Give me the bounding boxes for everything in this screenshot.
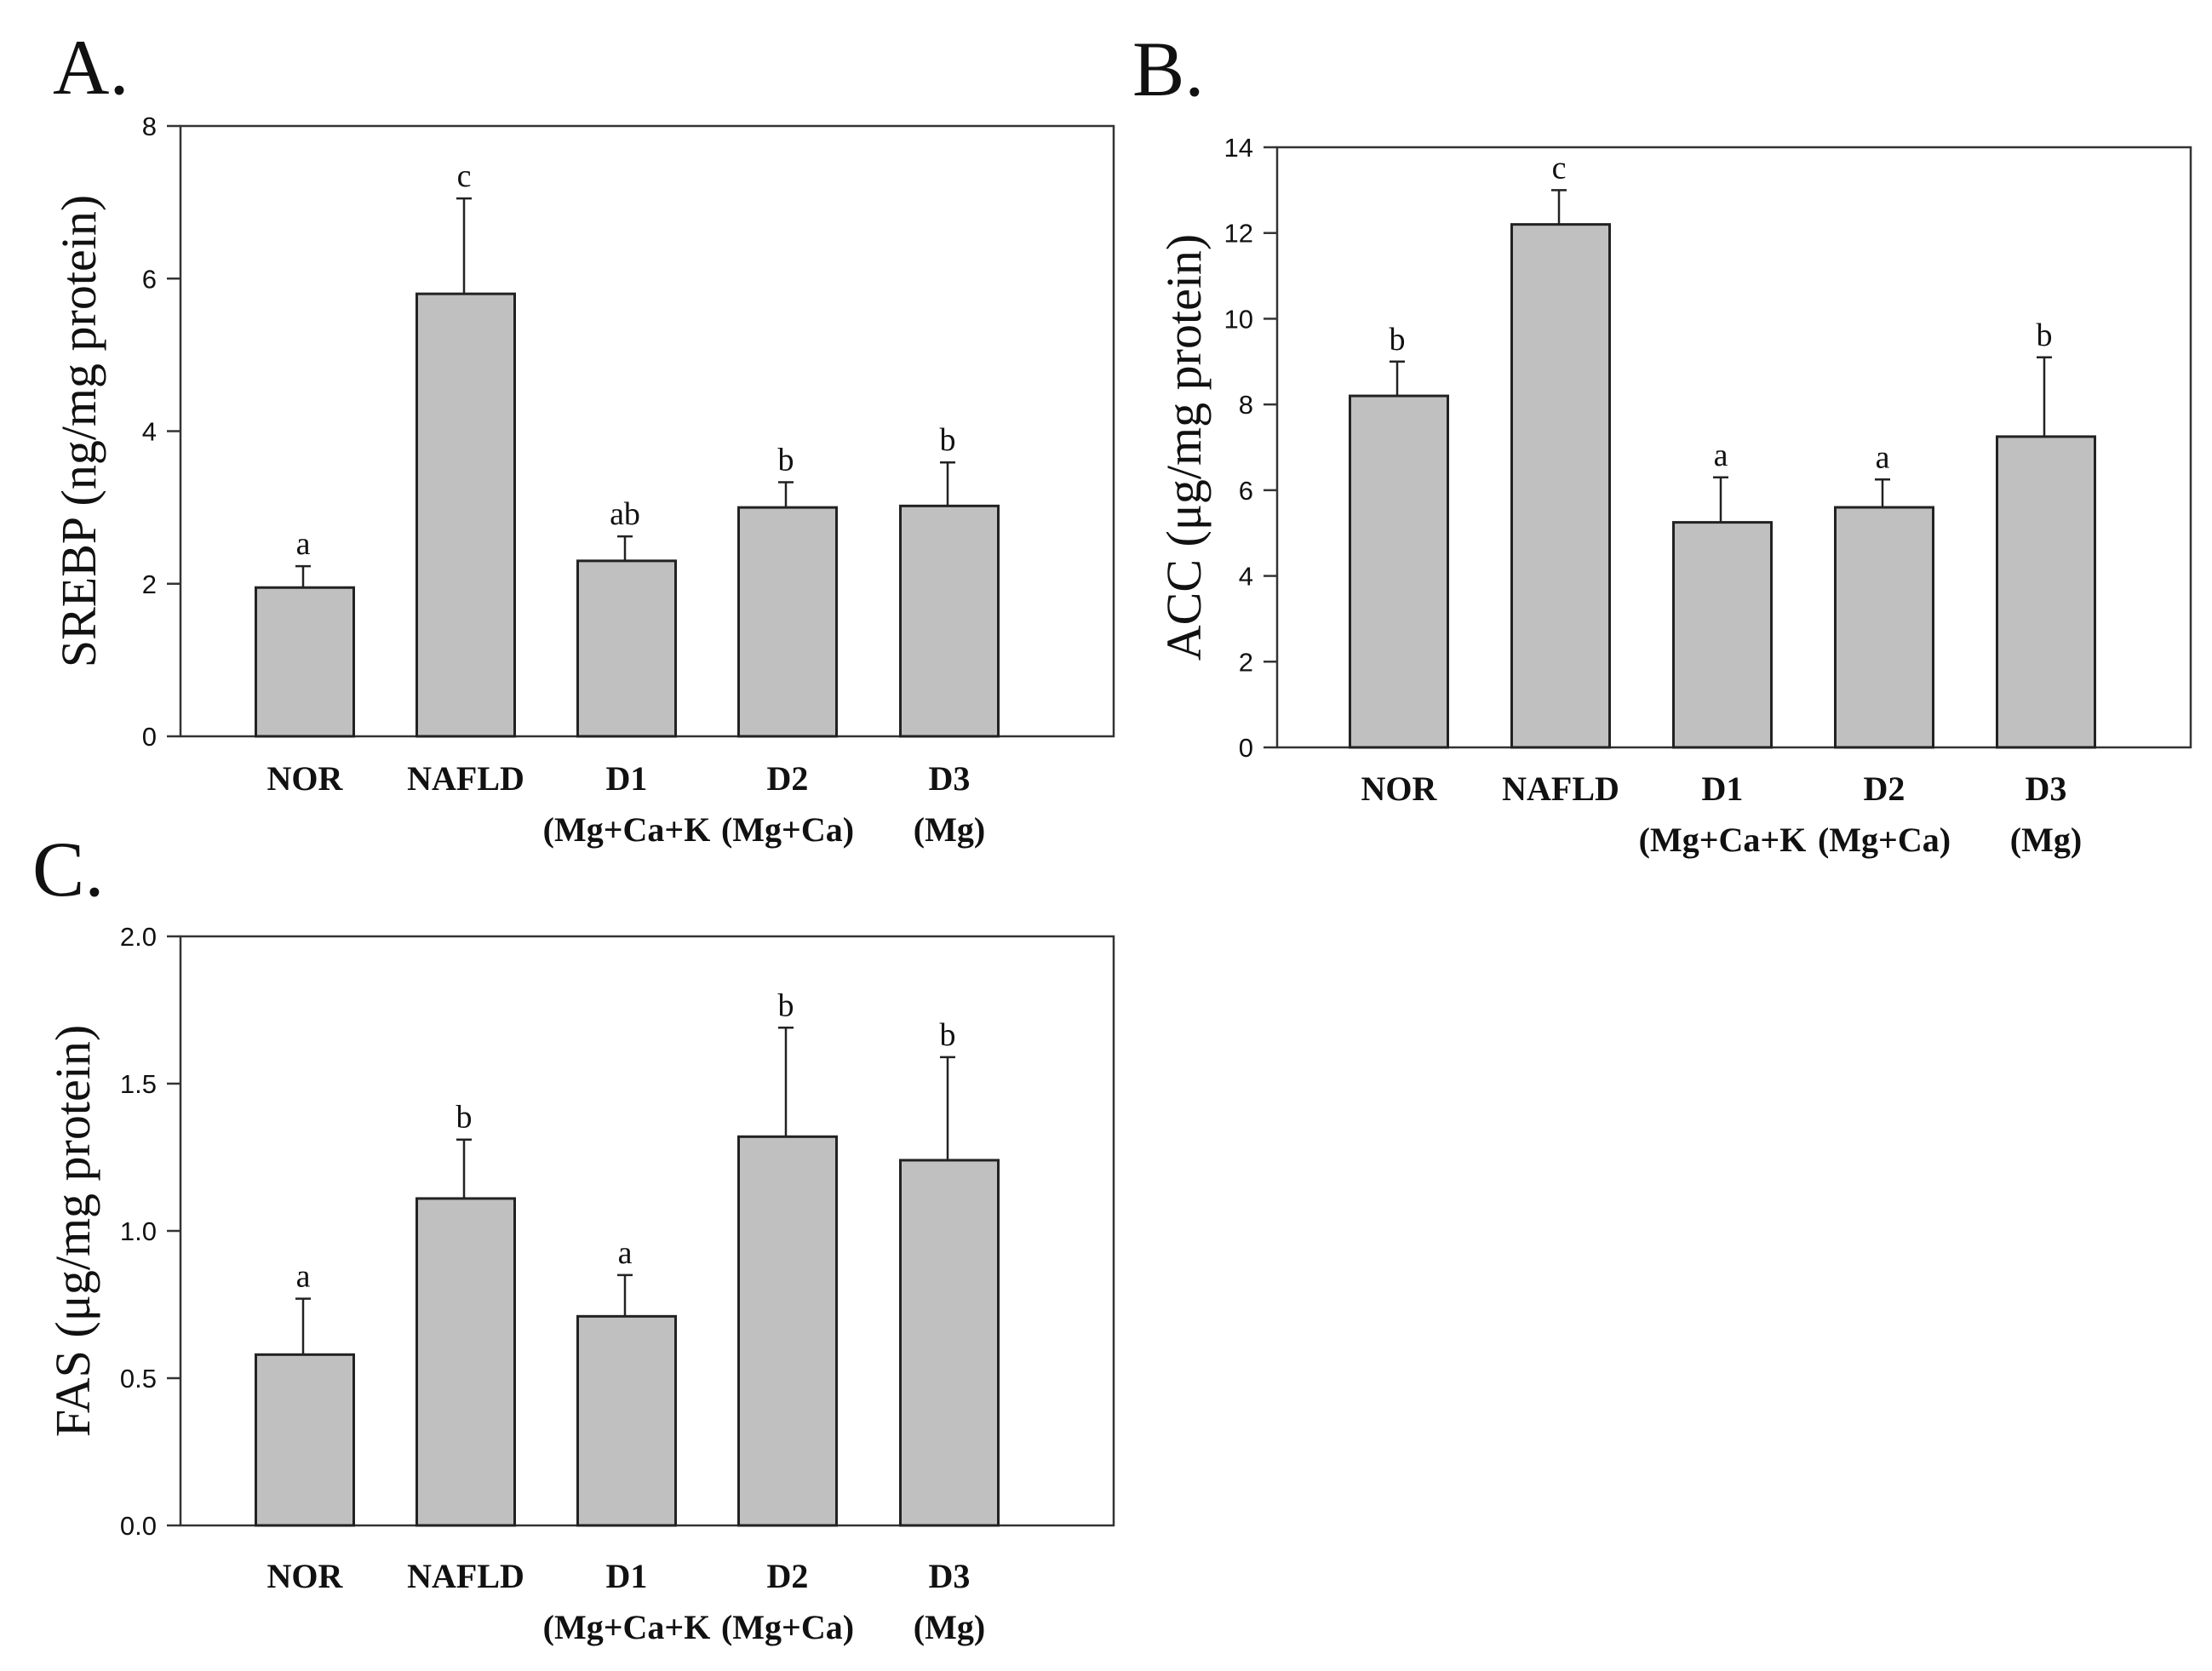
category-label: NOR (267, 759, 344, 798)
category-label: D1 (606, 759, 648, 798)
category-sublabel: (Mg+Ca) (1818, 821, 1951, 859)
y-axis-title: SREBP (ng/mg protein) (51, 195, 106, 667)
y-tick-label: 2 (1239, 647, 1253, 677)
significance-label: c (1552, 150, 1567, 186)
category-label: NAFLD (407, 1557, 524, 1595)
category-label: D3 (929, 759, 971, 798)
y-tick-label: 8 (142, 112, 157, 141)
significance-label: a (296, 526, 311, 562)
category-sublabel: (Mg+Ca) (721, 1608, 854, 1646)
significance-label: b (778, 987, 794, 1023)
category-sublabel: (Mg+Ca+K (543, 1608, 711, 1646)
y-tick-label: 2.0 (120, 922, 157, 952)
bar (899, 504, 1000, 738)
significance-label: b (1390, 322, 1406, 358)
y-tick-label: 6 (142, 264, 157, 294)
category-label: D3 (929, 1557, 971, 1595)
bar (737, 1135, 838, 1527)
y-tick-label: 1.5 (120, 1069, 157, 1099)
y-tick-label: 10 (1224, 304, 1253, 334)
significance-label: b (940, 422, 956, 458)
category-sublabel: (Mg+Ca+K (543, 810, 711, 849)
category-sublabel: (Mg) (914, 1608, 985, 1646)
y-tick-label: 1.0 (120, 1216, 157, 1246)
y-tick-label: 0 (142, 722, 157, 752)
y-tick-label: 14 (1224, 133, 1253, 163)
chart-panel-1: A. 0 2 4 6 8 SREBP (ng/mg protein) a NOR c NAFLD ab… (51, 24, 1115, 849)
category-sublabel: (Mg) (914, 810, 985, 849)
significance-label: b (940, 1017, 956, 1053)
bar (255, 1353, 355, 1527)
significance-label: a (1714, 438, 1728, 473)
category-label: NOR (267, 1557, 344, 1595)
significance-label: c (457, 158, 472, 194)
significance-label: a (296, 1259, 311, 1295)
category-sublabel: (Mg+Ca+K (1639, 821, 1807, 859)
bar (255, 586, 355, 738)
chart-panel-3: C. 0.0 0.5 1.0 1.5 2.0 FAS (μg/mg protein) a NOR… (32, 826, 1115, 1646)
category-label: D1 (606, 1557, 648, 1595)
bar (415, 292, 516, 738)
y-tick-label: 4 (1239, 562, 1253, 592)
category-label: D2 (767, 1557, 809, 1595)
category-label: NAFLD (1502, 770, 1619, 808)
y-axis-title: ACC (μg/mg protein) (1156, 234, 1212, 661)
significance-label: b (456, 1100, 473, 1136)
y-tick-label: 12 (1224, 219, 1253, 249)
bar (899, 1159, 1000, 1527)
significance-label: ab (610, 496, 640, 532)
category-label: D1 (1702, 770, 1744, 808)
y-tick-label: 0.0 (120, 1511, 157, 1541)
bar (1996, 435, 2096, 749)
category-sublabel: (Mg) (2010, 821, 2082, 859)
bar (576, 559, 677, 738)
y-tick-label: 4 (142, 417, 157, 447)
significance-label: b (2037, 318, 2053, 353)
bar (737, 506, 838, 738)
category-label: NOR (1361, 770, 1438, 808)
category-label: NAFLD (407, 759, 524, 798)
y-tick-label: 0 (1239, 733, 1253, 763)
significance-label: a (618, 1235, 633, 1271)
category-label: D2 (767, 759, 809, 798)
y-tick-label: 6 (1239, 476, 1253, 506)
panel-label: C. (32, 826, 104, 913)
y-tick-label: 8 (1239, 390, 1253, 420)
panel-label: A. (53, 24, 129, 111)
y-tick-label: 0.5 (120, 1364, 157, 1393)
y-tick-label: 2 (142, 569, 157, 599)
bar (1672, 521, 1773, 749)
bar (415, 1197, 516, 1527)
y-axis-title: FAS (μg/mg protein) (45, 1025, 100, 1437)
chart-panel-2: B. 0 2 4 6 8 10 12 14 ACC (μg/mg protein) b NOR c NAF… (1132, 26, 2192, 859)
bar (1834, 506, 1934, 749)
category-label: D3 (2026, 770, 2067, 808)
panel-label: B. (1132, 26, 1204, 112)
bar (1349, 394, 1449, 749)
bar (576, 1314, 677, 1527)
category-sublabel: (Mg+Ca) (721, 810, 854, 849)
significance-label: a (1876, 439, 1890, 475)
significance-label: b (778, 443, 794, 478)
category-label: D2 (1864, 770, 1905, 808)
bar (1510, 223, 1611, 749)
